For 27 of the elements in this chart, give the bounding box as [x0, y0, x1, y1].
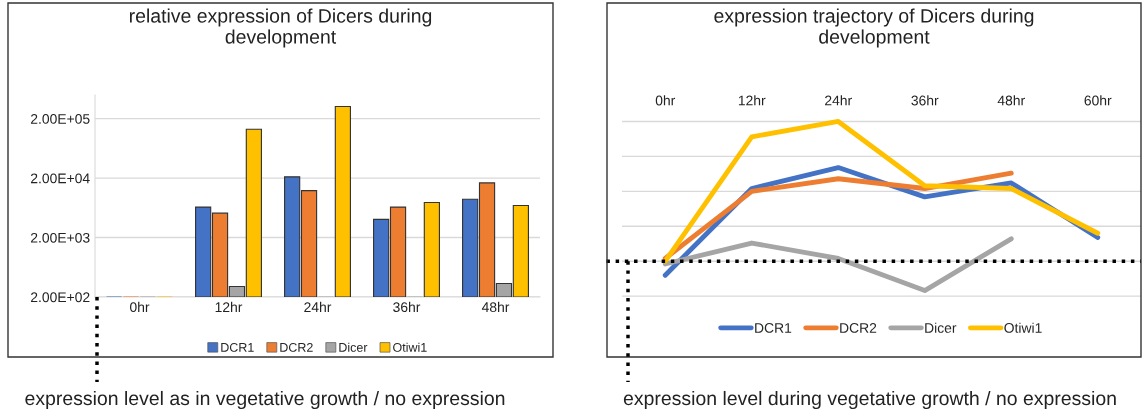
- chart-title: relative expression of Dicers during development: [129, 8, 432, 48]
- x-tick-label: 48hr: [481, 301, 510, 313]
- x-tick-label: 36hr: [911, 95, 939, 106]
- x-tick-label: 12hr: [215, 301, 243, 312]
- chart-title: expression trajectory of Dicers during development: [714, 8, 1034, 48]
- legend-label: Otiwi1: [393, 342, 427, 352]
- legend-label: Dicer: [925, 322, 957, 333]
- legend-label: DCR1: [221, 342, 254, 352]
- x-tick-label: 24hr: [304, 301, 332, 312]
- x-tick-label: 48hr: [997, 95, 1025, 106]
- legend-label: Otiwi1: [1004, 322, 1042, 333]
- y-tick-label: 2.00E+02: [30, 292, 90, 303]
- legend-label: DCR2: [280, 342, 313, 352]
- x-tick-label: 12hr: [738, 95, 766, 106]
- x-tick-label: 60hr: [1084, 95, 1112, 106]
- x-tick-label: 0hr: [655, 95, 676, 106]
- ref-line-label: expression level during vegetative growth / no expression: [623, 390, 1116, 410]
- y-tick-label: 2.00E+03: [30, 232, 90, 243]
- y-tick-label: 2.00E+04: [30, 173, 90, 184]
- x-tick-label: 36hr: [393, 301, 421, 313]
- x-tick-label: 24hr: [825, 95, 852, 106]
- text: expression level as in vegetative growth / no expression: [25, 390, 505, 410]
- legend-label: DCR2: [840, 323, 877, 333]
- legend-label: DCR1: [755, 323, 792, 333]
- x-tick-label: 0hr: [130, 301, 150, 313]
- y-tick-label: 2.00E+05: [30, 113, 90, 124]
- legend-label: Dicer: [339, 342, 368, 352]
